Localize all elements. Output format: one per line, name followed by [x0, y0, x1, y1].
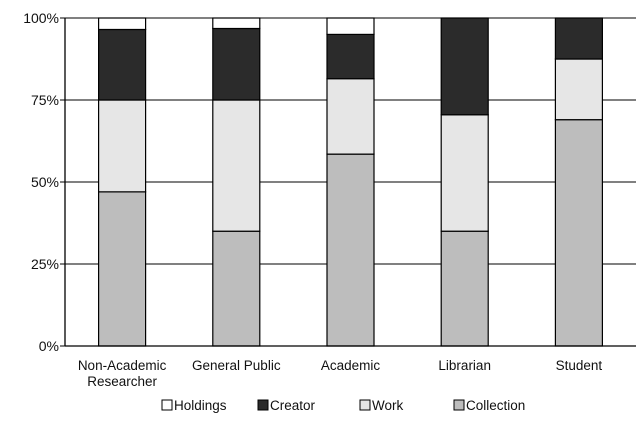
y-tick-label: 100% — [23, 10, 59, 26]
bar-non-academic-researcher-holdings — [97, 17, 147, 31]
legend-swatch-collection — [453, 399, 465, 411]
y-tick-label: 50% — [31, 174, 59, 190]
bar-non-academic-researcher-work — [97, 99, 147, 193]
legend-swatch-holdings — [161, 399, 173, 411]
bar-non-academic-researcher-collection — [97, 191, 147, 347]
legend: Holdings Creator Work Collection — [161, 398, 525, 413]
legend-label-work: Work — [372, 398, 404, 413]
legend-label-creator: Creator — [270, 398, 316, 413]
y-tick-label: 75% — [31, 92, 59, 108]
axes — [60, 17, 636, 347]
legend-label-holdings: Holdings — [174, 398, 227, 413]
bar-librarian-collection — [440, 230, 489, 347]
bar-librarian-work — [440, 114, 489, 232]
bar-student-collection — [554, 119, 604, 347]
x-category-label-non-academic-researcher: Non-Academic Researcher — [78, 358, 167, 389]
x-category-label-student: Student — [556, 358, 603, 373]
y-tick-labels: 0% 25% 50% 75% 100% — [23, 10, 59, 354]
legend-swatch-work — [359, 399, 371, 411]
y-tick-label: 25% — [31, 256, 59, 272]
x-category-label-general-public: General Public — [192, 358, 281, 373]
bar-academic-collection — [326, 153, 375, 347]
bar-general-public-holdings — [212, 17, 261, 30]
bar-academic-holdings — [326, 17, 375, 35]
x-category-label-academic: Academic — [321, 358, 381, 373]
legend-swatch-creator — [257, 399, 269, 411]
x-category-label-librarian: Librarian — [438, 358, 491, 373]
bar-general-public-creator — [212, 27, 261, 101]
bar-student-creator — [554, 17, 604, 60]
bar-academic-creator — [326, 33, 375, 80]
bar-academic-work — [326, 78, 375, 155]
bar-student-work — [554, 58, 604, 121]
legend-label-collection: Collection — [466, 398, 525, 413]
y-tick-label: 0% — [39, 338, 59, 354]
bar-general-public-collection — [212, 230, 261, 347]
bar-general-public-work — [212, 99, 261, 232]
x-category-labels: Non-Academic Researcher General Public Acad… — [78, 358, 603, 389]
bar-librarian-creator — [440, 17, 489, 116]
bar-non-academic-researcher-creator — [97, 28, 147, 101]
